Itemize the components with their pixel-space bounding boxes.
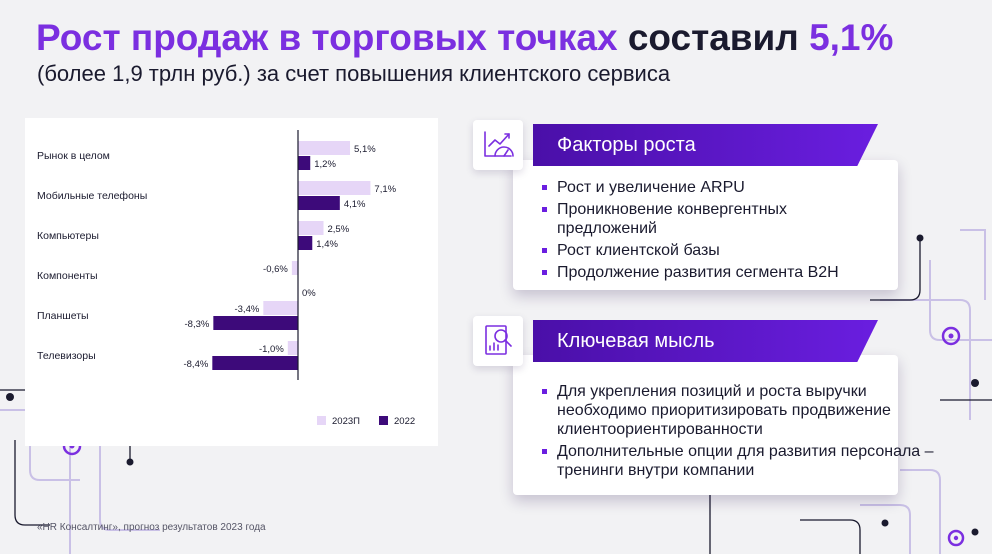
- category-label: Компоненты: [37, 270, 98, 282]
- growth-factors-card: [513, 160, 898, 290]
- growth-factors-heading: Факторы роста: [533, 124, 878, 166]
- bar-prior: [298, 196, 340, 210]
- bar-forecast: [298, 181, 371, 195]
- data-label: 7,1%: [374, 184, 396, 195]
- data-label: 2,5%: [328, 224, 350, 235]
- bar-forecast: [287, 341, 298, 355]
- bar-prior: [298, 236, 313, 250]
- chart-panel: Рынок в целом 5,1% 1,2% Мобильные телефоны 7…: [25, 118, 438, 446]
- data-label: 1,2%: [314, 159, 336, 170]
- bar-forecast: [298, 141, 351, 155]
- growth-factors-list: Рост и увеличение ARPU Проникновение кон…: [540, 178, 880, 285]
- list-item: Для укрепления позиций и роста выручки н…: [540, 382, 940, 439]
- title-highlight: Рост продаж в торговых точках: [36, 17, 618, 58]
- bar-forecast: [263, 301, 298, 315]
- list-item: Проникновение конвергентных предложений: [540, 200, 880, 238]
- category-label: Компьютеры: [37, 230, 99, 242]
- data-label: 5,1%: [354, 144, 376, 155]
- data-label: -8,4%: [183, 359, 208, 370]
- title-value: 5,1%: [809, 17, 894, 58]
- page-title: Рост продаж в торговых точках составил 5…: [36, 16, 893, 60]
- key-idea-list: Для укрепления позиций и роста выручки н…: [540, 382, 940, 483]
- data-label: 1,4%: [316, 239, 338, 250]
- bar-prior: [298, 156, 311, 170]
- data-label: -1,0%: [259, 344, 284, 355]
- list-item: Продолжение развития сегмента B2H: [540, 263, 880, 282]
- page-subtitle: (более 1,9 трлн руб.) за счет повышения …: [37, 61, 671, 86]
- list-item: Дополнительные опции для развития персон…: [540, 442, 940, 480]
- category-label: Планшеты: [37, 310, 89, 322]
- data-label: -8,3%: [185, 319, 210, 330]
- legend-swatch: [379, 416, 388, 425]
- data-label: -0,6%: [263, 264, 288, 275]
- legend-swatch: [317, 416, 326, 425]
- legend-label: 2023П: [332, 416, 360, 427]
- document-search-icon: [473, 316, 523, 366]
- bar-prior: [212, 356, 298, 370]
- category-label: Телевизоры: [37, 350, 96, 362]
- legend-label: 2022: [394, 416, 415, 427]
- bar-forecast: [291, 261, 298, 275]
- bar-chart: Рынок в целом 5,1% 1,2% Мобильные телефоны 7…: [37, 130, 415, 427]
- title-connector: составил: [627, 17, 799, 58]
- category-label: Рынок в целом: [37, 150, 110, 162]
- bar-forecast: [298, 221, 324, 235]
- list-item: Рост клиентской базы: [540, 241, 880, 260]
- data-label: 4,1%: [344, 199, 366, 210]
- chart-gauge-icon: [473, 120, 523, 170]
- list-item: Рост и увеличение ARPU: [540, 178, 880, 197]
- key-idea-heading: Ключевая мысль: [533, 320, 878, 362]
- category-label: Мобильные телефоны: [37, 190, 147, 202]
- data-label: 0%: [302, 288, 316, 299]
- data-label: -3,4%: [234, 304, 259, 315]
- source-footnote: «HR Консалтинг», прогноз результатов 202…: [37, 522, 266, 533]
- bar-prior: [213, 316, 298, 330]
- key-idea-card: [513, 355, 898, 495]
